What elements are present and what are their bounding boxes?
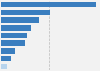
Bar xyxy=(1,56,11,61)
Bar xyxy=(1,10,50,15)
Bar xyxy=(1,33,27,38)
Bar xyxy=(1,17,39,23)
Bar xyxy=(1,2,96,7)
Bar xyxy=(1,64,7,69)
Bar xyxy=(1,40,25,46)
Bar xyxy=(1,48,15,54)
Bar xyxy=(1,25,31,31)
